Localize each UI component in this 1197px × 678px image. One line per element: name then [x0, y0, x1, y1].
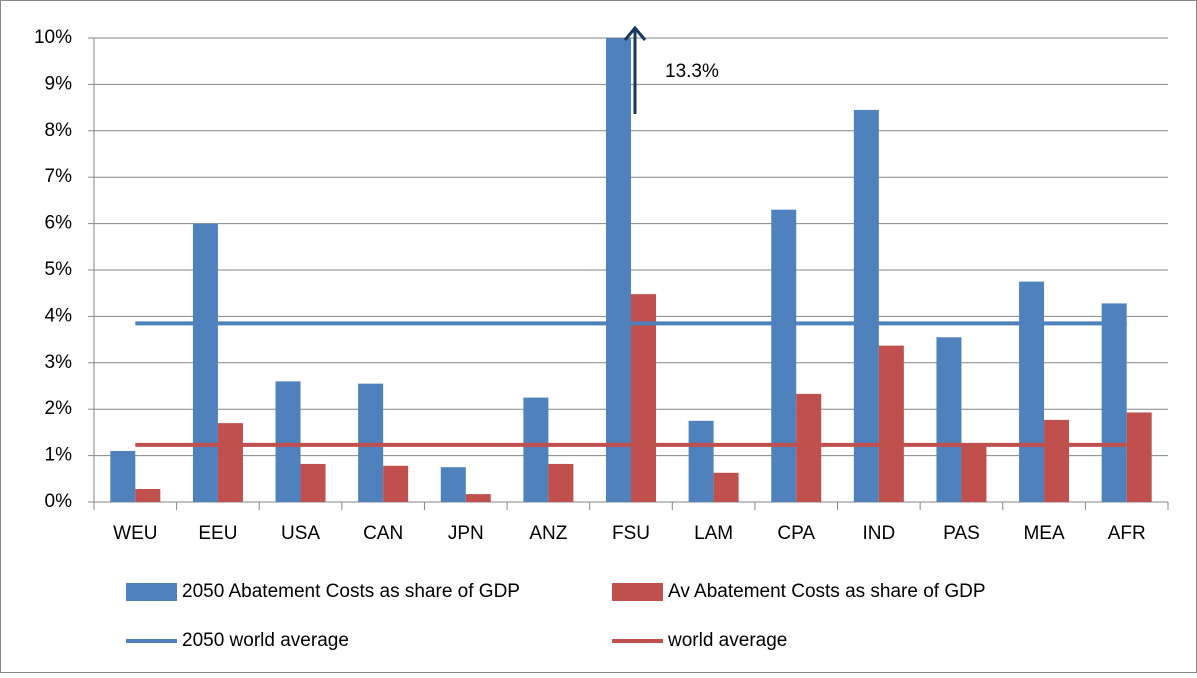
- x-tick-label: FSU: [612, 523, 650, 544]
- x-tick-label: AFR: [1108, 523, 1146, 544]
- bar: [631, 294, 656, 502]
- x-tick-label: MEA: [1023, 523, 1065, 544]
- bar: [1019, 281, 1045, 502]
- y-tick-label: 8%: [45, 120, 73, 141]
- x-tick-label: WEU: [113, 523, 157, 544]
- bar: [217, 423, 243, 502]
- y-tick-label: 10%: [34, 27, 72, 48]
- bar: [1044, 419, 1070, 502]
- x-tick-label: ANZ: [529, 523, 567, 544]
- x-tick-label: CAN: [363, 523, 403, 544]
- plot-area: [110, 38, 1152, 502]
- legend-label: 2050 world average: [182, 630, 349, 651]
- annotation-arrowhead: [623, 25, 647, 41]
- y-tick-label: 5%: [45, 259, 73, 280]
- x-tick-label: LAM: [694, 523, 733, 544]
- legend-label: world average: [667, 630, 787, 651]
- bar: [548, 463, 574, 502]
- x-tick-label: IND: [862, 523, 895, 544]
- y-tick-label: 9%: [45, 73, 73, 94]
- y-tick-label: 2%: [45, 398, 73, 419]
- bar: [936, 337, 962, 502]
- bar: [796, 393, 822, 502]
- bar: [853, 109, 879, 502]
- bar: [358, 383, 384, 502]
- bar: [465, 494, 491, 502]
- x-tick-label: CPA: [777, 523, 815, 544]
- bar: [1126, 412, 1152, 502]
- x-tick-label: USA: [281, 523, 320, 544]
- y-tick-label: 0%: [45, 491, 73, 512]
- y-tick-label: 3%: [45, 352, 73, 373]
- bar: [383, 465, 409, 502]
- bar: [192, 223, 218, 502]
- y-tick-label: 1%: [45, 445, 73, 466]
- x-tick-label: PAS: [943, 523, 980, 544]
- y-tick-label: 4%: [45, 305, 73, 326]
- x-tick-label: JPN: [448, 523, 484, 544]
- legend-label: 2050 Abatement Costs as share of GDP: [182, 581, 520, 602]
- bar: [606, 38, 631, 502]
- bar: [713, 472, 739, 502]
- bar: [135, 489, 161, 502]
- bar: [110, 450, 136, 502]
- bar: [523, 397, 549, 502]
- legend-swatch: [126, 583, 177, 601]
- data-label: 13.3%: [665, 61, 719, 82]
- bar: [440, 467, 466, 502]
- y-tick-label: 7%: [45, 166, 73, 187]
- bar: [275, 381, 301, 502]
- bar: [1101, 303, 1127, 502]
- bar: [771, 209, 797, 502]
- x-tick-label: EEU: [198, 523, 237, 544]
- bar: [688, 420, 714, 502]
- bar: [300, 463, 326, 502]
- bar: [878, 345, 904, 502]
- legend-swatch: [612, 583, 663, 601]
- bar: [961, 444, 987, 502]
- legend-label: Av Abatement Costs as share of GDP: [668, 581, 986, 602]
- y-tick-label: 6%: [45, 213, 73, 234]
